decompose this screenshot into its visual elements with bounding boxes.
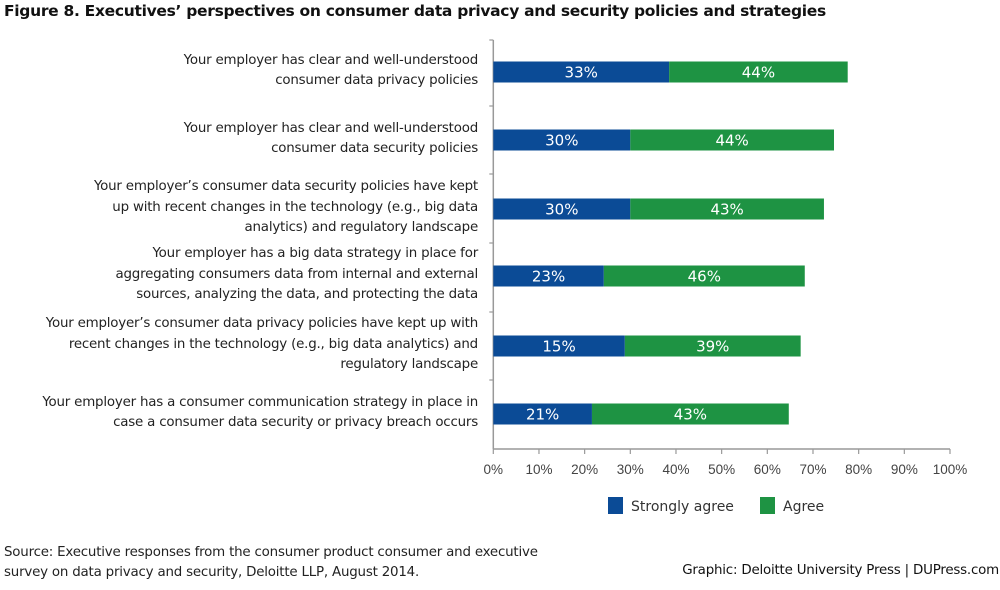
x-tick-label: 70% <box>799 462 826 477</box>
category-label-line: Your employer has clear and well-underst… <box>183 120 479 136</box>
bar-agree <box>630 129 834 151</box>
bar-strongly-agree <box>493 61 670 83</box>
x-tick-label: 20% <box>571 462 598 477</box>
category-label: Your employer has a consumer communicati… <box>0 393 478 434</box>
category-label-line: Your employer’s consumer data security p… <box>93 179 478 195</box>
x-tick-label: 0% <box>484 462 504 477</box>
data-label: 44% <box>742 64 775 82</box>
category-label: Your employer’s consumer data security p… <box>0 177 478 239</box>
category-label-line: up with recent changes in the technology… <box>112 199 478 215</box>
source-line: Source: Executive responses from the con… <box>4 545 538 560</box>
data-label: 30% <box>545 201 578 219</box>
category-label-line: consumer data privacy policies <box>275 73 478 88</box>
bar-agree <box>603 265 805 287</box>
x-tick-label: 80% <box>845 462 872 477</box>
legend-agree-swatch <box>760 497 775 514</box>
category-label-line: Your employer has clear and well-underst… <box>183 52 479 68</box>
bar-agree <box>630 198 824 220</box>
graphic-credit: Graphic: Deloitte University Press | DUP… <box>682 563 999 578</box>
bar-strongly-agree <box>493 129 631 151</box>
data-label: 15% <box>542 338 575 356</box>
category-label-line: recent changes in the technology (e.g., … <box>68 336 478 352</box>
category-label-line: regulatory landscape <box>340 357 478 373</box>
category-label: Your employer has clear and well-underst… <box>0 119 479 160</box>
category-label-line: Your employer’s consumer data privacy po… <box>45 316 478 332</box>
data-label: 43% <box>674 406 707 424</box>
category-label-line: sources, analyzing the data, and protect… <box>136 287 478 303</box>
x-tick-label: 90% <box>891 462 918 477</box>
x-tick-label: 60% <box>754 462 781 477</box>
legend-strongly-agree-swatch <box>608 497 623 514</box>
bar-agree <box>669 61 848 83</box>
category-label-line: Your employer has a big data strategy in… <box>152 246 478 262</box>
category-label-line: Your employer has a consumer communicati… <box>42 394 478 410</box>
legend-strongly-agree-label: Strongly agree <box>631 499 734 515</box>
x-tick-label: 50% <box>708 462 735 477</box>
data-label: 43% <box>710 201 743 219</box>
chart-title: Figure 8. Executives’ perspectives on co… <box>4 2 826 20</box>
category-label: Your employer has a big data strategy in… <box>0 244 478 306</box>
category-label-line: case a consumer data security or privacy… <box>113 415 478 430</box>
bar-agree <box>591 403 789 425</box>
category-label: Your employer’s consumer data privacy po… <box>0 314 478 376</box>
data-label: 30% <box>545 132 578 150</box>
data-label: 21% <box>526 406 559 424</box>
category-label-line: consumer data security policies <box>271 141 478 156</box>
data-label: 44% <box>715 132 748 150</box>
data-label: 23% <box>532 268 565 286</box>
bar-strongly-agree <box>493 198 631 220</box>
x-tick-label: 30% <box>617 462 644 477</box>
legend-agree-label: Agree <box>783 499 824 515</box>
data-label: 39% <box>696 338 729 356</box>
x-tick-label: 40% <box>662 462 689 477</box>
source-line: survey on data privacy and security, Del… <box>4 565 420 580</box>
x-tick-label: 100% <box>933 462 968 477</box>
data-label: 46% <box>688 268 721 286</box>
category-label: Your employer has clear and well-underst… <box>0 51 479 92</box>
x-tick-label: 10% <box>525 462 552 477</box>
bar-strongly-agree <box>493 403 592 425</box>
bar-strongly-agree <box>493 265 604 287</box>
category-label-line: aggregating consumers data from internal… <box>115 266 478 282</box>
source-note: Source: Executive responses from the con… <box>4 543 538 583</box>
bar-strongly-agree <box>493 335 625 357</box>
bar-agree <box>624 335 801 357</box>
category-label-line: analytics) and regulatory landscape <box>244 220 479 236</box>
data-label: 33% <box>565 64 598 82</box>
